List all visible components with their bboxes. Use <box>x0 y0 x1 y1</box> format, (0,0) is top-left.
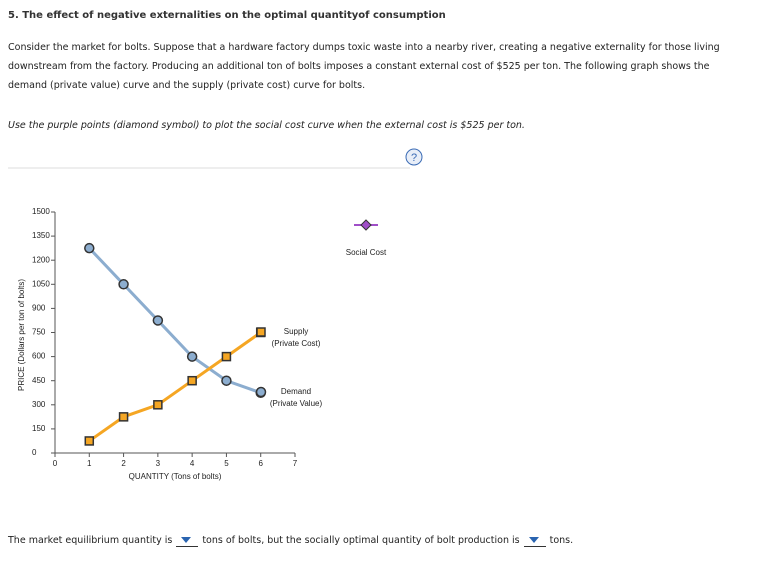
point <box>186 351 198 362</box>
x-axis-label: QUANTITY (Tons of bolts) <box>129 472 222 481</box>
y-tick-label: 1200 <box>32 255 50 264</box>
point <box>152 315 164 326</box>
y-tick-label: 150 <box>32 424 46 433</box>
answer-row: The market equilibrium quantity is tons … <box>8 534 573 547</box>
help-circle[interactable] <box>405 148 423 166</box>
y-tick-label: 1350 <box>32 231 50 240</box>
answer-text: tons of bolts, but the socially optimal … <box>202 535 520 546</box>
answer-text: The market equilibrium quantity is <box>8 535 173 546</box>
x-tick-label: 2 <box>121 459 126 468</box>
x-tick-label: 3 <box>156 459 161 468</box>
legend-label: Supply <box>284 327 308 336</box>
legend-sublabel: (Private Value) <box>270 399 323 408</box>
point <box>187 375 197 386</box>
y-tick-label: 300 <box>32 400 46 409</box>
x-tick-label: 5 <box>224 459 229 468</box>
y-tick-label: 900 <box>32 304 46 313</box>
x-tick-label: 0 <box>53 459 58 468</box>
y-tick-label: 600 <box>32 352 46 361</box>
dropdown[interactable] <box>523 534 546 547</box>
help-icon[interactable]: ? <box>411 152 417 164</box>
legend-label: Demand <box>281 387 311 396</box>
point <box>221 351 232 362</box>
point <box>84 436 95 446</box>
point <box>118 279 129 290</box>
intro: Consider the market for bolts. Suppose t… <box>8 42 720 91</box>
tool-marker <box>360 219 372 231</box>
y-tick-label: 750 <box>32 328 46 337</box>
instruction: Use the purple points (diamond symbol) t… <box>8 120 525 131</box>
y-tick-label: 1500 <box>32 207 50 216</box>
x-tick-label: 6 <box>258 459 263 468</box>
tool-label: Social Cost <box>346 248 387 257</box>
series-line <box>88 247 262 395</box>
y-axis-label: PRICE (Dollars per ton of bolts) <box>17 279 26 391</box>
series-line <box>88 331 262 443</box>
point <box>221 375 232 386</box>
legend-sublabel: (Private Cost) <box>272 339 321 348</box>
x-tick-label: 1 <box>87 459 92 468</box>
point <box>118 412 129 422</box>
legend-marker <box>256 327 266 337</box>
help-button[interactable]: ? <box>405 148 423 166</box>
x-tick-label: 4 <box>190 459 195 468</box>
chart: ? PRICE (Dollars per ton of bolts) QUANT… <box>8 148 423 481</box>
y-tick-label: 450 <box>32 376 46 385</box>
legend-marker <box>255 386 267 398</box>
dropdown[interactable] <box>176 534 199 547</box>
y-tick-label: 0 <box>32 448 37 457</box>
x-tick-label: 7 <box>293 459 298 468</box>
point <box>84 242 95 254</box>
answer-text: tons. <box>549 535 574 546</box>
point <box>153 400 163 410</box>
y-tick-label: 1050 <box>32 279 50 288</box>
title: 5. The effect of negative externalities … <box>8 10 446 21</box>
